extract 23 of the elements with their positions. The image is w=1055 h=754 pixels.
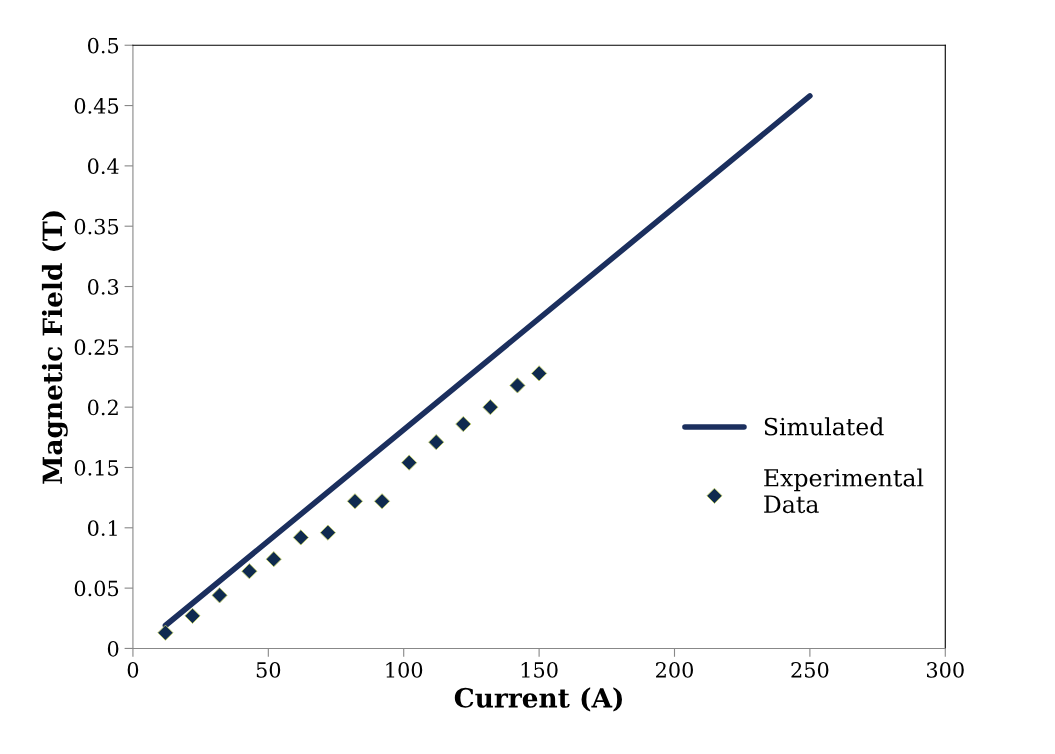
point — [401, 454, 418, 471]
y-tick-label: 0 — [107, 640, 119, 657]
y-tick-label: 0.5 — [87, 37, 119, 54]
x-tick-label: 250 — [791, 662, 829, 678]
x-tick-label: 200 — [656, 662, 693, 678]
x-tick-label: 0 — [127, 662, 139, 678]
y-tick-label: 0.4 — [87, 158, 119, 175]
y-tick-label: 0.15 — [74, 459, 119, 476]
x-tick-label: 100 — [386, 662, 423, 678]
x-axis-title: Current (A) — [454, 687, 622, 712]
y-tick-label: 0.2 — [87, 399, 118, 416]
y-axis-title: Magnetic Field (T) — [41, 211, 68, 484]
y-tick-label: 0.25 — [74, 339, 119, 356]
y-tick-label: 0.35 — [74, 218, 119, 235]
y-tick-label: 0.05 — [74, 580, 119, 597]
x-tick-label: 150 — [521, 662, 558, 678]
y-tick-label: 0.3 — [87, 278, 119, 295]
y-tick-label: 0.45 — [74, 98, 119, 114]
y-tick-label: 0.1 — [87, 520, 117, 537]
x-tick-label: 50 — [256, 662, 281, 678]
x-tick-label: 300 — [926, 662, 964, 678]
legend-label: Simulated — [764, 417, 884, 436]
legend-label: Experimental Data — [764, 468, 924, 514]
